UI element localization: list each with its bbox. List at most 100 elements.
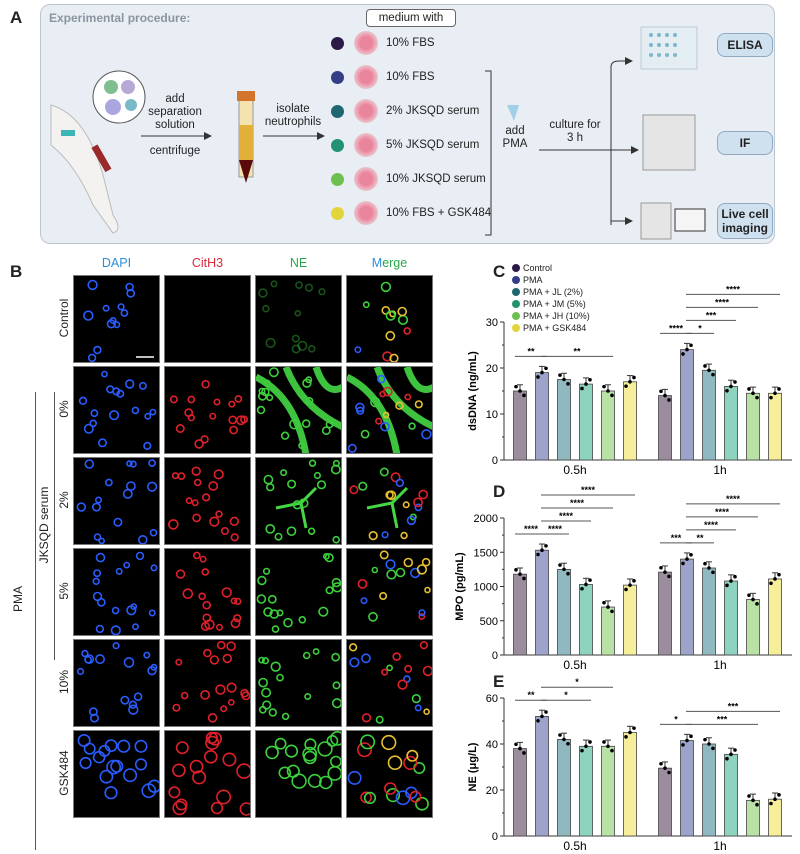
data-point <box>602 600 606 605</box>
data-point <box>747 794 751 798</box>
jksqd-bracket-line <box>54 392 55 660</box>
data-point <box>558 733 562 737</box>
data-point <box>610 748 614 753</box>
bar <box>557 379 571 461</box>
data-point <box>588 740 592 744</box>
imaging-system-icon <box>640 202 672 240</box>
bar <box>623 584 637 656</box>
group-color-dot <box>331 138 344 152</box>
medium-row: 2% JKSQD serum <box>331 99 479 123</box>
legend-swatch <box>512 275 520 284</box>
data-point <box>584 382 588 386</box>
data-point <box>703 364 707 368</box>
data-point <box>566 382 570 386</box>
micrograph-0pct-merge <box>346 366 433 454</box>
column-label-cith3: CitH3 <box>191 256 224 270</box>
significance-stars: *** <box>717 714 728 724</box>
data-point <box>729 384 733 389</box>
data-point <box>711 372 715 377</box>
y-axis-label: NE (μg/L) <box>467 742 479 791</box>
bar <box>680 349 694 461</box>
x-tick-label: 0.5h <box>563 658 586 672</box>
bar <box>513 573 527 656</box>
medium-label: 10% JKSQD serum <box>386 173 486 185</box>
data-point <box>540 714 544 719</box>
legend-item: PMA <box>512 274 543 285</box>
experimental-procedure-panel: Experimental procedure: add separation s… <box>40 4 775 244</box>
micrograph-control-ne <box>255 275 342 363</box>
micrograph-0pct-ne <box>255 366 342 454</box>
culture-dish-icon <box>354 133 378 157</box>
data-point <box>733 380 737 384</box>
micrograph-control-merge <box>346 275 433 363</box>
data-point <box>540 370 544 375</box>
data-point <box>729 579 733 583</box>
data-point <box>725 388 729 393</box>
bar <box>768 578 782 656</box>
data-point <box>522 751 526 755</box>
data-point <box>558 563 562 567</box>
significance-stars: * <box>575 677 579 687</box>
micrograph-control-dapi <box>73 275 160 363</box>
data-point <box>632 375 636 380</box>
data-point <box>602 740 606 744</box>
data-point <box>518 572 522 576</box>
data-point <box>777 793 781 797</box>
data-point <box>747 593 751 597</box>
data-point <box>667 770 671 775</box>
micrograph-gsk484-merge <box>346 730 433 818</box>
group-color-dot <box>331 206 344 220</box>
legend-label: PMA <box>523 274 543 285</box>
data-point <box>558 373 562 377</box>
column-label-ne: NE <box>289 256 308 270</box>
y-tick-label: 20 <box>486 785 498 797</box>
data-point <box>544 366 548 371</box>
micrograph-control-cith3 <box>164 275 251 363</box>
panel-label-b: B <box>10 262 23 281</box>
micrograph-5pct-cith3 <box>164 548 251 636</box>
bar <box>702 567 716 656</box>
data-point <box>610 609 614 614</box>
legend-swatch <box>512 299 520 308</box>
data-point <box>588 377 592 382</box>
bar <box>658 571 672 656</box>
y-tick-label: 40 <box>486 739 498 751</box>
data-point <box>606 744 610 749</box>
legend-swatch <box>512 323 520 332</box>
bar <box>658 767 672 837</box>
data-point <box>773 577 777 581</box>
data-point <box>707 368 711 373</box>
significance-stars: **** <box>704 520 719 530</box>
data-point <box>711 570 715 575</box>
bar <box>724 753 738 837</box>
y-tick-label: 10 <box>486 409 498 421</box>
data-point <box>659 389 663 394</box>
data-point <box>624 735 628 739</box>
medium-row: 10% FBS <box>331 31 435 55</box>
bar <box>601 390 615 461</box>
medium-row: 10% FBS <box>331 65 435 89</box>
data-point <box>536 552 540 557</box>
legend-label: PMA + JH (10%) <box>523 310 590 321</box>
micrograph-5pct-ne <box>255 548 342 636</box>
legend-label: PMA + GSK484 <box>523 322 587 333</box>
significance-stars: ** <box>527 346 535 356</box>
data-point <box>632 579 636 583</box>
data-point <box>755 802 759 807</box>
pma-bracket-line <box>35 392 36 850</box>
culture-dish-icon <box>354 201 378 225</box>
y-tick-label: 0 <box>492 455 498 467</box>
culture-dish-icon <box>354 99 378 123</box>
bar <box>535 716 549 837</box>
significance-stars: * <box>564 690 568 700</box>
data-point <box>632 726 636 730</box>
y-tick-label: 1000 <box>474 582 498 594</box>
significance-stars: **** <box>715 507 730 517</box>
data-point <box>544 544 548 548</box>
data-point <box>624 384 628 388</box>
data-point <box>536 375 540 379</box>
significance-stars: **** <box>726 284 741 294</box>
step-separation: add separation solution <box>148 93 202 131</box>
medium-row: 5% JKSQD serum <box>331 133 479 157</box>
x-tick-label: 0.5h <box>563 463 586 477</box>
